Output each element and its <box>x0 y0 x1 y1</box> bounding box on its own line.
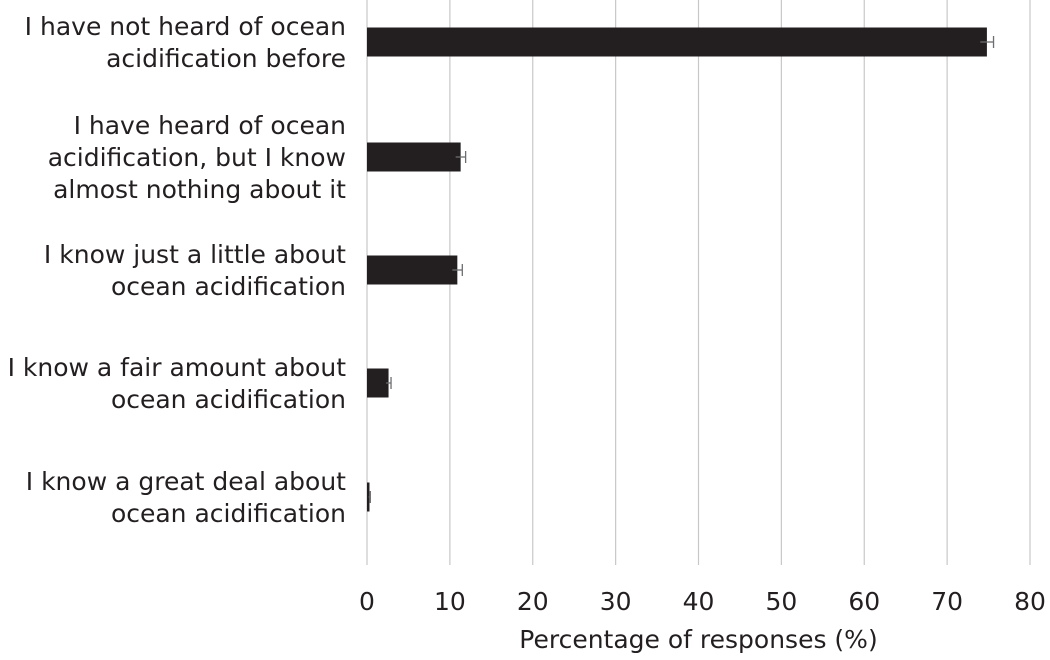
error-bar-4 <box>368 491 371 503</box>
bar-2 <box>367 255 458 285</box>
category-label-line: acidification, but I know <box>48 143 346 172</box>
bar-3 <box>367 368 389 398</box>
category-label-4: I know a great deal about ocean acidifica… <box>26 467 346 528</box>
error-bar-0 <box>980 36 995 48</box>
x-tick-label-10: 10 <box>434 587 466 616</box>
error-bars <box>368 36 995 503</box>
category-label-line: ocean acidification <box>111 499 346 528</box>
error-bar-1 <box>455 151 467 163</box>
category-label-line: acidification before <box>106 44 346 73</box>
category-label-line: ocean acidification <box>111 272 346 301</box>
category-label-line: I know just a little about <box>44 240 346 269</box>
bar-0 <box>367 27 987 57</box>
bars <box>367 27 987 512</box>
category-label-2: I know just a little about ocean acidific… <box>44 240 346 301</box>
x-tick-label-70: 70 <box>931 587 963 616</box>
category-label-3: I know a fair amount about ocean acidific… <box>8 353 347 414</box>
error-bar-3 <box>386 377 392 389</box>
x-tick-label-60: 60 <box>848 587 880 616</box>
x-tick-label-40: 40 <box>683 587 715 616</box>
x-tick-label-20: 20 <box>517 587 549 616</box>
x-tick-label-30: 30 <box>600 587 632 616</box>
bar-4 <box>367 482 370 512</box>
category-label-0: I have not heard of ocean acidification b… <box>25 12 346 73</box>
bar-1 <box>367 142 461 172</box>
x-tick-labels: 0 10 20 30 40 50 60 70 80 <box>359 587 1046 616</box>
category-label-line: almost nothing about it <box>53 175 346 204</box>
x-tick-label-50: 50 <box>765 587 797 616</box>
x-axis-title: Percentage of responses (%) <box>519 625 877 654</box>
x-tick-label-0: 0 <box>359 587 375 616</box>
category-label-line: I have heard of ocean <box>74 111 346 140</box>
category-label-1: I have heard of ocean acidification, but … <box>48 111 346 204</box>
category-labels: I have not heard of ocean acidification b… <box>8 12 347 528</box>
category-label-line: I know a fair amount about <box>8 353 347 382</box>
category-label-line: ocean acidification <box>111 385 346 414</box>
error-bar-2 <box>452 264 463 276</box>
gridlines <box>449 0 1031 565</box>
category-label-line: I know a great deal about <box>26 467 346 496</box>
category-label-line: I have not heard of ocean <box>25 12 346 41</box>
x-tick-label-80: 80 <box>1014 587 1046 616</box>
